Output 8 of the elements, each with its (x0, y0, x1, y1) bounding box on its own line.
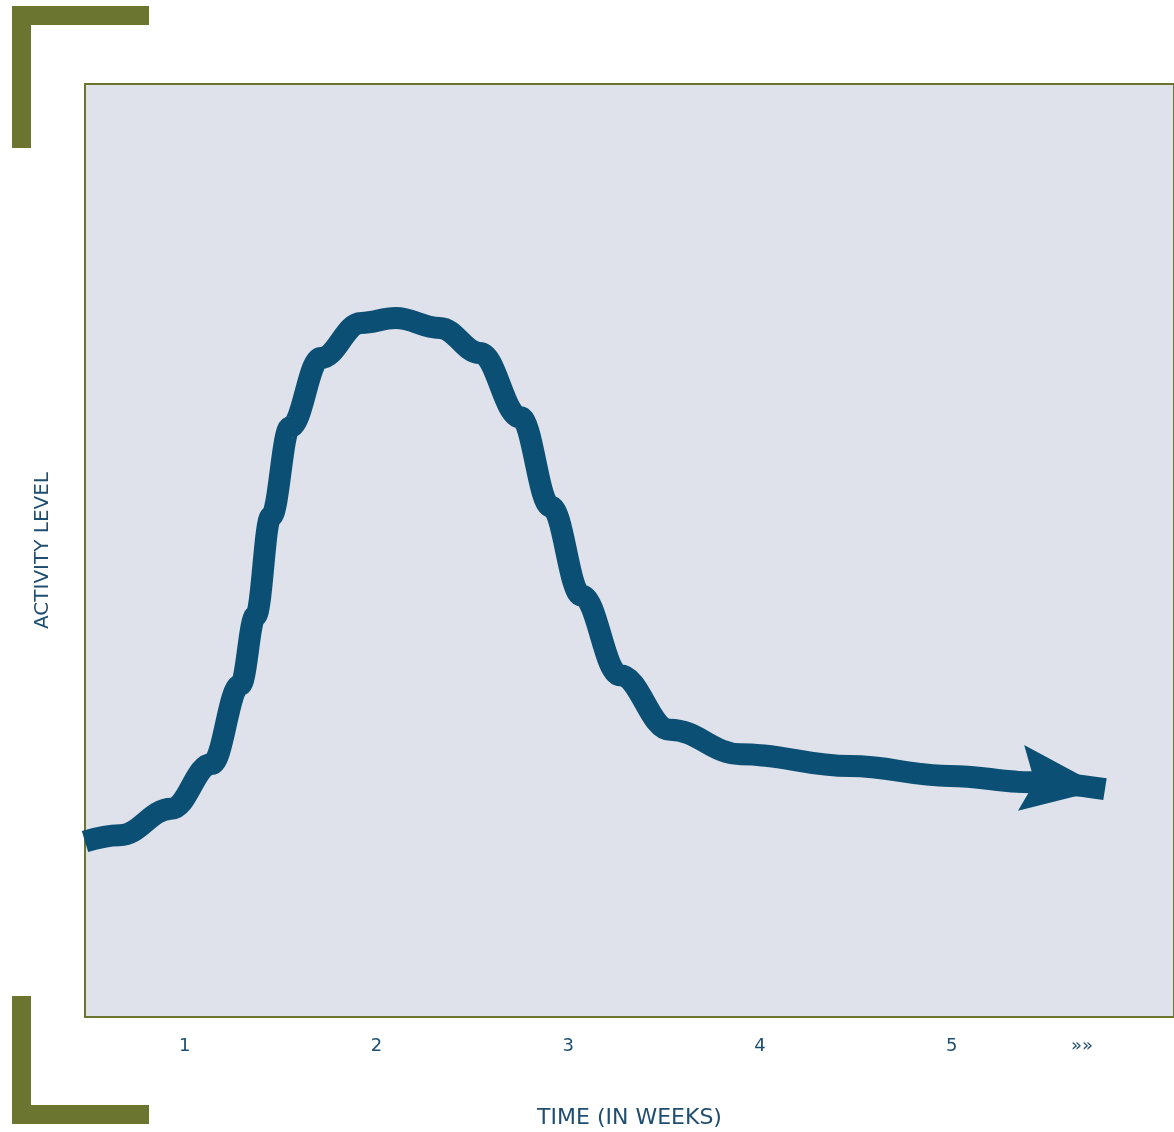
y-axis-title: ACTIVITY LEVEL (29, 471, 53, 630)
x-tick-label: 3 (562, 1033, 574, 1055)
x-axis-title: TIME (IN WEEKS) (536, 1103, 722, 1129)
x-tick-label: 2 (370, 1033, 383, 1055)
x-tick-label: 4 (754, 1033, 766, 1055)
x-tick-label: »» (1070, 1033, 1093, 1055)
x-tick-label: 1 (178, 1033, 191, 1055)
x-tick-label: 5 (945, 1033, 958, 1055)
